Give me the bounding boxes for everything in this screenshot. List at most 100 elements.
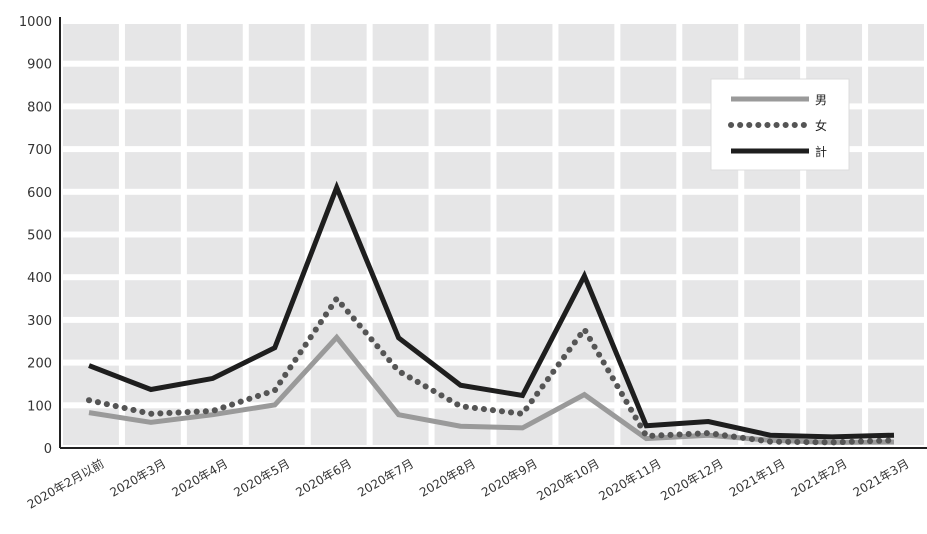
- grid-cell: [186, 280, 243, 317]
- grid-cell: [682, 365, 739, 403]
- grid-cell: [434, 237, 491, 275]
- grid-cell: [868, 194, 924, 232]
- grid-cell: [868, 365, 924, 403]
- grid-cell: [496, 66, 553, 104]
- grid-cell: [496, 152, 553, 189]
- y-tick-label: 600: [27, 186, 52, 201]
- grid-cell: [63, 194, 119, 232]
- grid-cell: [744, 237, 801, 275]
- y-tick-label: 400: [27, 271, 52, 286]
- grid-cell: [434, 152, 491, 189]
- grid-cell: [124, 237, 181, 275]
- grid-cell: [186, 322, 243, 360]
- grid-cell: [248, 66, 305, 104]
- grid-cell: [868, 280, 924, 317]
- series-line-2: [86, 293, 897, 446]
- chart-series: [86, 180, 897, 446]
- legend-label: 計: [815, 144, 827, 159]
- grid-cell: [558, 24, 615, 61]
- grid-cell: [372, 194, 429, 232]
- grid-cell: [186, 24, 243, 61]
- x-tick-label: 2020年6月: [293, 456, 354, 499]
- grid-cell: [558, 408, 615, 445]
- y-tick-label: 500: [27, 229, 52, 244]
- x-tick-label: 2020年10月: [534, 456, 601, 503]
- grid-cell: [63, 280, 119, 317]
- x-tick-label: 2020年2月以前: [24, 456, 106, 512]
- grid-cell: [744, 280, 801, 317]
- grid-cell: [868, 109, 924, 147]
- legend-label: 男: [815, 93, 827, 107]
- grid-cell: [682, 322, 739, 360]
- grid-cell: [63, 322, 119, 360]
- chart-axes: [59, 17, 927, 449]
- grid-cell: [63, 24, 119, 61]
- grid-cell: [806, 322, 863, 360]
- grid-cell: [248, 24, 305, 61]
- grid-cell: [248, 408, 305, 445]
- x-tick-label: 2020年8月: [417, 456, 478, 499]
- grid-cell: [248, 194, 305, 232]
- grid-cell: [248, 237, 305, 275]
- grid-cell: [186, 152, 243, 189]
- grid-cell: [310, 194, 367, 232]
- grid-cell: [558, 109, 615, 147]
- grid-cell: [124, 109, 181, 147]
- y-tick-label: 1000: [19, 15, 52, 30]
- grid-cell: [186, 109, 243, 147]
- x-tick-label: 2020年3月: [108, 456, 169, 499]
- series-line-3: [88, 180, 895, 440]
- x-tick-label: 2020年4月: [169, 456, 230, 499]
- grid-cell: [186, 194, 243, 232]
- grid-cell: [744, 24, 801, 61]
- grid-cell: [434, 109, 491, 147]
- grid-cell: [372, 109, 429, 147]
- grid-cell: [372, 237, 429, 275]
- grid-cell: [620, 24, 677, 61]
- grid-cell: [806, 194, 863, 232]
- grid-cell: [63, 109, 119, 147]
- chart-grid: [63, 24, 924, 445]
- legend-label: 女: [815, 118, 827, 133]
- grid-cell: [806, 237, 863, 275]
- grid-cell: [620, 194, 677, 232]
- grid-cell: [434, 322, 491, 360]
- grid-cell: [372, 24, 429, 61]
- grid-cell: [63, 237, 119, 275]
- grid-cell: [806, 24, 863, 61]
- grid-cell: [620, 237, 677, 275]
- grid-cell: [868, 152, 924, 189]
- grid-cell: [310, 408, 367, 445]
- grid-cell: [558, 237, 615, 275]
- x-tick-label: 2021年3月: [851, 456, 912, 499]
- grid-cell: [124, 66, 181, 104]
- grid-cell: [868, 322, 924, 360]
- grid-cell: [620, 280, 677, 317]
- y-tick-label: 900: [27, 58, 52, 73]
- grid-cell: [372, 66, 429, 104]
- grid-cell: [310, 109, 367, 147]
- grid-cell: [63, 365, 119, 403]
- grid-cell: [558, 194, 615, 232]
- x-tick-label: 2020年5月: [231, 456, 292, 499]
- x-tick-label: 2021年2月: [789, 456, 850, 499]
- grid-cell: [806, 280, 863, 317]
- grid-cell: [124, 280, 181, 317]
- y-axis-ticks: 0 100 200 300 400 500 600 700 800 900 1000: [19, 15, 52, 457]
- y-tick-label: 300: [27, 314, 52, 329]
- grid-cell: [124, 152, 181, 189]
- grid-cell: [620, 322, 677, 360]
- grid-cell: [496, 24, 553, 61]
- grid-cell: [744, 322, 801, 360]
- y-tick-label: 200: [27, 357, 52, 372]
- grid-cell: [124, 194, 181, 232]
- grid-cell: [434, 66, 491, 104]
- grid-cell: [186, 66, 243, 104]
- grid-cell: [124, 24, 181, 61]
- x-tick-label: 2020年9月: [479, 456, 540, 499]
- x-axis-ticks: 2020年2月以前 2020年3月 2020年4月 2020年5月 2020年6月 202…: [24, 456, 911, 512]
- grid-cell: [434, 280, 491, 317]
- grid-cell: [186, 365, 243, 403]
- grid-cell: [744, 365, 801, 403]
